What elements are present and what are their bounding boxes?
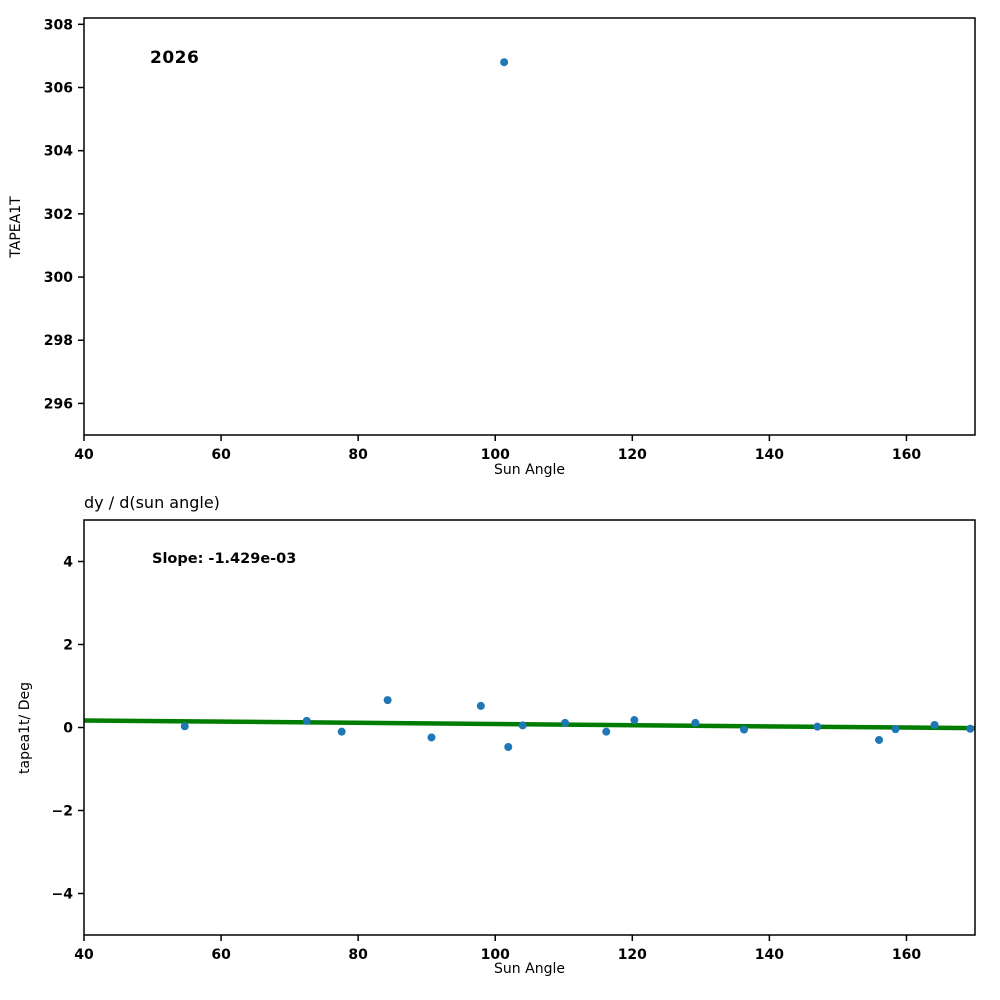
scatter-point bbox=[891, 725, 900, 734]
scatter-point bbox=[383, 696, 392, 705]
scatter-point bbox=[740, 725, 749, 734]
y-tick-label: 308 bbox=[44, 17, 73, 33]
y-tick-label: 302 bbox=[44, 207, 73, 223]
x-tick-label: 60 bbox=[211, 447, 231, 463]
scatter-point bbox=[930, 721, 939, 730]
scatter-point bbox=[602, 727, 611, 736]
scatter-point bbox=[500, 58, 509, 67]
plot-frame bbox=[83, 17, 976, 436]
scatter-point bbox=[875, 735, 884, 744]
x-tick-label: 120 bbox=[618, 947, 647, 963]
scatter-point bbox=[504, 743, 513, 752]
x-tick-label: 40 bbox=[74, 447, 94, 463]
bottom-chart-plot-area: 40 60 80 100 120 140 160 −4 −2 0 2 4 bbox=[52, 519, 976, 963]
scatter-point bbox=[180, 722, 189, 731]
plot-frame bbox=[83, 519, 976, 936]
y-tick-label: −2 bbox=[52, 804, 73, 820]
scatter-point bbox=[427, 733, 436, 742]
x-tick-label: 40 bbox=[74, 947, 94, 963]
y-tick-label: 304 bbox=[44, 144, 73, 160]
top-yaxis-label: TAPEA1T bbox=[8, 196, 24, 258]
y-tick-label: 300 bbox=[44, 270, 73, 286]
top-xaxis-label: Sun Angle bbox=[494, 462, 565, 478]
y-tick-label: −4 bbox=[52, 887, 74, 903]
year-annotation: 2026 bbox=[150, 48, 200, 68]
scatter-point bbox=[630, 716, 639, 725]
bottom-yaxis-label: tapea1t/ Deg bbox=[17, 682, 33, 774]
scatter-point bbox=[561, 718, 570, 727]
x-tick-label: 60 bbox=[211, 947, 231, 963]
x-tick-label: 80 bbox=[348, 447, 368, 463]
slope-annotation: Slope: -1.429e-03 bbox=[152, 551, 297, 567]
scatter-point bbox=[337, 727, 346, 736]
scatter-point bbox=[813, 722, 822, 731]
scatter-point bbox=[691, 718, 700, 727]
bottom-chart-title: dy / d(sun angle) bbox=[84, 493, 220, 512]
x-tick-label: 140 bbox=[755, 447, 784, 463]
y-tick-label: 298 bbox=[44, 333, 73, 349]
x-tick-label: 160 bbox=[892, 447, 921, 463]
y-tick-label: 4 bbox=[63, 555, 73, 571]
x-tick-label: 80 bbox=[348, 947, 368, 963]
x-tick-label: 100 bbox=[481, 447, 510, 463]
y-tick-label: 296 bbox=[44, 396, 73, 412]
x-tick-label: 100 bbox=[481, 947, 510, 963]
x-tick-label: 120 bbox=[618, 447, 647, 463]
y-tick-label: 306 bbox=[44, 81, 73, 97]
scatter-point bbox=[302, 716, 311, 725]
x-tick-label: 140 bbox=[755, 947, 784, 963]
y-tick-label: 2 bbox=[63, 638, 73, 654]
scatter-point bbox=[518, 721, 527, 730]
scatter-point bbox=[476, 701, 485, 710]
trend-line bbox=[83, 718, 976, 731]
scatter-point bbox=[966, 724, 975, 733]
y-tick-label: 0 bbox=[63, 721, 73, 737]
bottom-xaxis-label: Sun Angle bbox=[494, 961, 565, 977]
x-tick-label: 160 bbox=[892, 947, 921, 963]
top-chart-plot-area: 40 60 80 100 120 140 160 296 298 300 302 304 306 308 bbox=[44, 17, 976, 463]
